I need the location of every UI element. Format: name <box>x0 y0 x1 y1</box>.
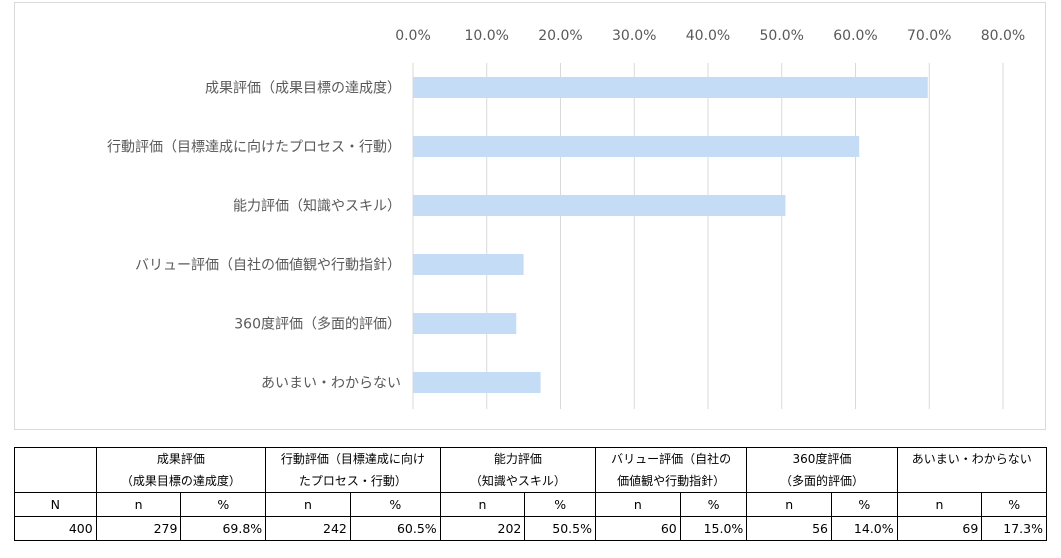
table-percent-cell: 50.5% <box>524 516 596 541</box>
table-category-header: 成果評価 （成果目標の達成度） <box>95 447 267 493</box>
x-tick-label: 60.0% <box>833 28 877 44</box>
table-sub-n: n <box>595 492 681 517</box>
category-label: 能力評価（知識やスキル） <box>233 198 401 215</box>
table-n-header: N <box>14 492 97 517</box>
bar <box>413 77 928 98</box>
bar <box>413 254 524 275</box>
data-table: 成果評価 （成果目標の達成度） 行動評価（目標達成に向け たプロセス・行動） 能力評… <box>14 447 1048 541</box>
table-count-cell: 242 <box>265 516 351 541</box>
x-tick-label: 80.0% <box>981 28 1025 44</box>
x-tick-label: 20.0% <box>538 28 582 44</box>
table-sub-pct: % <box>981 492 1047 517</box>
table-sub-pct: % <box>679 492 748 517</box>
category-label: バリュー評価（自社の価値観や行動指針） <box>135 257 401 274</box>
table-count-cell: 279 <box>95 516 182 541</box>
table-category-header: あいまい・わからない <box>896 447 1048 493</box>
x-tick-label: 50.0% <box>760 28 804 44</box>
table-sub-pct: % <box>831 492 898 517</box>
bar <box>413 136 860 157</box>
table-percent-cell: 15.0% <box>679 516 748 541</box>
table-percent-cell: 69.8% <box>180 516 267 541</box>
table-header-row: 成果評価 （成果目標の達成度） 行動評価（目標達成に向け たプロセス・行動） 能力評… <box>14 447 1048 493</box>
table-subheader-row: N n % n % n % n % n % n % <box>14 492 1047 517</box>
table-sub-n: n <box>746 492 833 517</box>
table-percent-cell: 17.3% <box>981 516 1047 541</box>
table-sub-n: n <box>896 492 983 517</box>
x-tick-label: 40.0% <box>686 28 730 44</box>
table-count-cell: 69 <box>896 516 983 541</box>
category-label: 行動評価（目標達成に向けたプロセス・行動） <box>107 140 401 156</box>
table-category-header: 行動評価（目標達成に向け たプロセス・行動） <box>265 447 441 493</box>
x-tick-label: 0.0% <box>395 28 431 44</box>
bar <box>413 313 517 334</box>
table-sub-n: n <box>265 492 351 517</box>
table-percent-cell: 14.0% <box>831 516 898 541</box>
table-category-header: バリュー評価（自社の 価値観や行動指針） <box>594 447 748 493</box>
table-category-header: 360度評価 （多面的評価） <box>746 447 898 493</box>
table-sub-pct: % <box>349 492 441 517</box>
table-total-n: 400 <box>14 516 97 541</box>
bar <box>413 195 786 216</box>
bar-chart: 0.0% 10.0% 20.0% 30.0% 40.0% 50.0% 60.0% 70.0% 8… <box>107 28 1025 409</box>
table-sub-n: n <box>439 492 526 517</box>
table-category-header: 能力評価 （知識やスキル） <box>439 447 597 493</box>
table-corner-cell <box>14 447 97 493</box>
table-row: 400 279 69.8% 242 60.5% 202 50.5% 60 15.… <box>14 516 1047 541</box>
x-tick-label: 70.0% <box>907 28 951 44</box>
category-label: あいまい・わからない <box>261 376 401 392</box>
category-label: 360度評価（多面的評価） <box>234 316 401 333</box>
table-count-cell: 60 <box>595 516 681 541</box>
category-label: 成果評価（成果目標の達成度） <box>205 81 401 97</box>
table-sub-pct: % <box>180 492 267 517</box>
x-tick-label: 30.0% <box>612 28 656 44</box>
chart-area: 0.0% 10.0% 20.0% 30.0% 40.0% 50.0% 60.0% 70.0% 8… <box>14 2 1046 430</box>
table-count-cell: 202 <box>439 516 526 541</box>
x-tick-label: 10.0% <box>465 28 509 44</box>
table-percent-cell: 60.5% <box>349 516 441 541</box>
table-sub-n: n <box>95 492 182 517</box>
table-sub-pct: % <box>524 492 596 517</box>
bar <box>413 372 541 393</box>
table-count-cell: 56 <box>746 516 833 541</box>
